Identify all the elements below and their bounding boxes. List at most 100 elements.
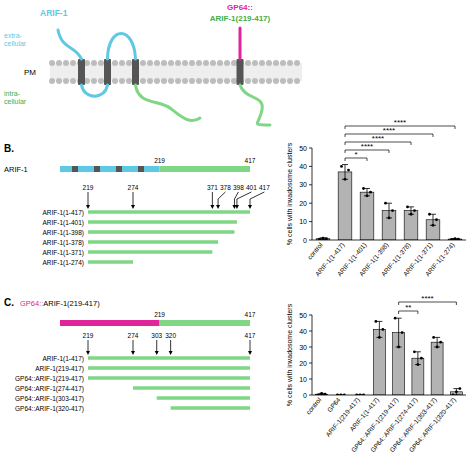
construct-line	[171, 406, 250, 410]
error-cap	[386, 217, 392, 218]
error-cap	[434, 347, 440, 348]
tm-helix	[78, 59, 85, 85]
tm-helix	[237, 59, 244, 85]
lipid-head	[266, 78, 272, 84]
lipid-head	[252, 78, 258, 84]
lipid-head	[56, 78, 62, 84]
residue-arrow	[133, 340, 134, 352]
data-point	[410, 213, 413, 216]
lipid-head	[189, 78, 195, 84]
residue-arrow	[237, 192, 251, 206]
construct-line	[157, 396, 250, 400]
lipid-head	[280, 78, 286, 84]
panel-letter: C.	[4, 297, 14, 308]
error-line	[379, 321, 380, 337]
lipid-head	[140, 78, 146, 84]
y-axis-label: % cells with invadosome clusters	[286, 303, 293, 406]
lipid-head	[98, 60, 104, 66]
y-tick-label: 10	[299, 376, 307, 383]
domain-bar	[60, 320, 160, 326]
lipid-head	[70, 60, 76, 66]
significance-label: ****	[361, 142, 373, 151]
y-tick	[309, 315, 312, 316]
significance-label: *	[354, 150, 357, 159]
data-point	[432, 336, 435, 339]
error-cap	[430, 225, 436, 226]
lipid-head	[161, 78, 167, 84]
y-tick-label: 30	[299, 181, 307, 188]
lipid-head	[294, 78, 300, 84]
lipid-head	[112, 60, 118, 66]
construct-title: GP64::ARIF-1(219-417)	[20, 299, 100, 308]
data-point	[391, 209, 394, 212]
lipid-head	[210, 78, 216, 84]
domain-bar	[160, 166, 250, 172]
y-axis-label: % cells with invadosome clusters	[286, 142, 293, 245]
x-tick-label: ARIF-1(1-274)	[424, 241, 457, 278]
y-tick	[309, 148, 312, 149]
domain-bar	[60, 166, 160, 172]
gp64-domain	[239, 28, 242, 59]
y-tick-label: 10	[299, 218, 307, 225]
y-tick-label: 40	[299, 163, 307, 170]
lipid-head	[231, 78, 237, 84]
lipid-head	[196, 78, 202, 84]
arrowhead	[169, 351, 173, 355]
lipid-head	[259, 78, 265, 84]
arrowhead	[131, 205, 135, 209]
lipid-head	[224, 78, 230, 84]
significance-label: ****	[383, 126, 395, 135]
figure: ARIF-1GP64::ARIF-1(219-417)extra-cellula…	[0, 0, 474, 474]
y-tick	[309, 379, 312, 380]
y-tick	[309, 347, 312, 348]
y-tick-label: 0	[303, 237, 307, 244]
data-point	[401, 331, 404, 334]
lipid-head	[175, 78, 181, 84]
residue-arrow	[88, 340, 89, 352]
y-tick-label: 20	[299, 360, 307, 367]
plot-area	[316, 317, 463, 395]
y-tick	[309, 221, 312, 222]
y-tick	[309, 240, 312, 241]
residue-arrow	[156, 340, 157, 352]
data-point	[432, 224, 435, 227]
lipid-head	[182, 78, 188, 84]
lipid-head	[210, 60, 216, 66]
y-tick-label: 50	[299, 145, 307, 152]
data-point	[362, 187, 365, 190]
data-point	[413, 209, 416, 212]
y-tick	[309, 395, 312, 396]
y-axis	[312, 148, 313, 240]
residue-arrow	[133, 192, 134, 206]
lipid-head	[154, 78, 160, 84]
arrowhead	[131, 351, 135, 355]
lipid-head	[161, 60, 167, 66]
lipid-head	[224, 60, 230, 66]
data-point	[394, 317, 397, 320]
panel-letter: B.	[4, 143, 14, 154]
construct-label: GP64::ARIF-1(303-417)	[15, 395, 84, 403]
arrowhead	[235, 205, 239, 209]
error-line	[456, 389, 457, 395]
lipid-head	[126, 78, 132, 84]
bar	[338, 172, 352, 240]
residue-marker-label: 378	[220, 184, 231, 191]
error-cap	[376, 337, 382, 338]
construct-line	[88, 356, 250, 360]
lipid-head	[112, 78, 118, 84]
lipid-head	[196, 60, 202, 66]
y-tick	[309, 203, 312, 204]
plot-area	[316, 165, 462, 240]
construct-label: ARIF-1(1-398)	[42, 229, 84, 237]
lipid-head	[217, 78, 223, 84]
lipid-head	[203, 78, 209, 84]
significance-label: ****	[421, 294, 433, 303]
arrowhead	[248, 205, 252, 209]
lipid-head	[203, 60, 209, 66]
construct-line	[88, 366, 250, 370]
y-tick-label: 50	[299, 312, 307, 319]
error-cap	[342, 179, 348, 180]
compartment-label: cellular	[4, 98, 27, 105]
error-cap	[415, 364, 421, 365]
residue-arrow	[218, 192, 225, 206]
